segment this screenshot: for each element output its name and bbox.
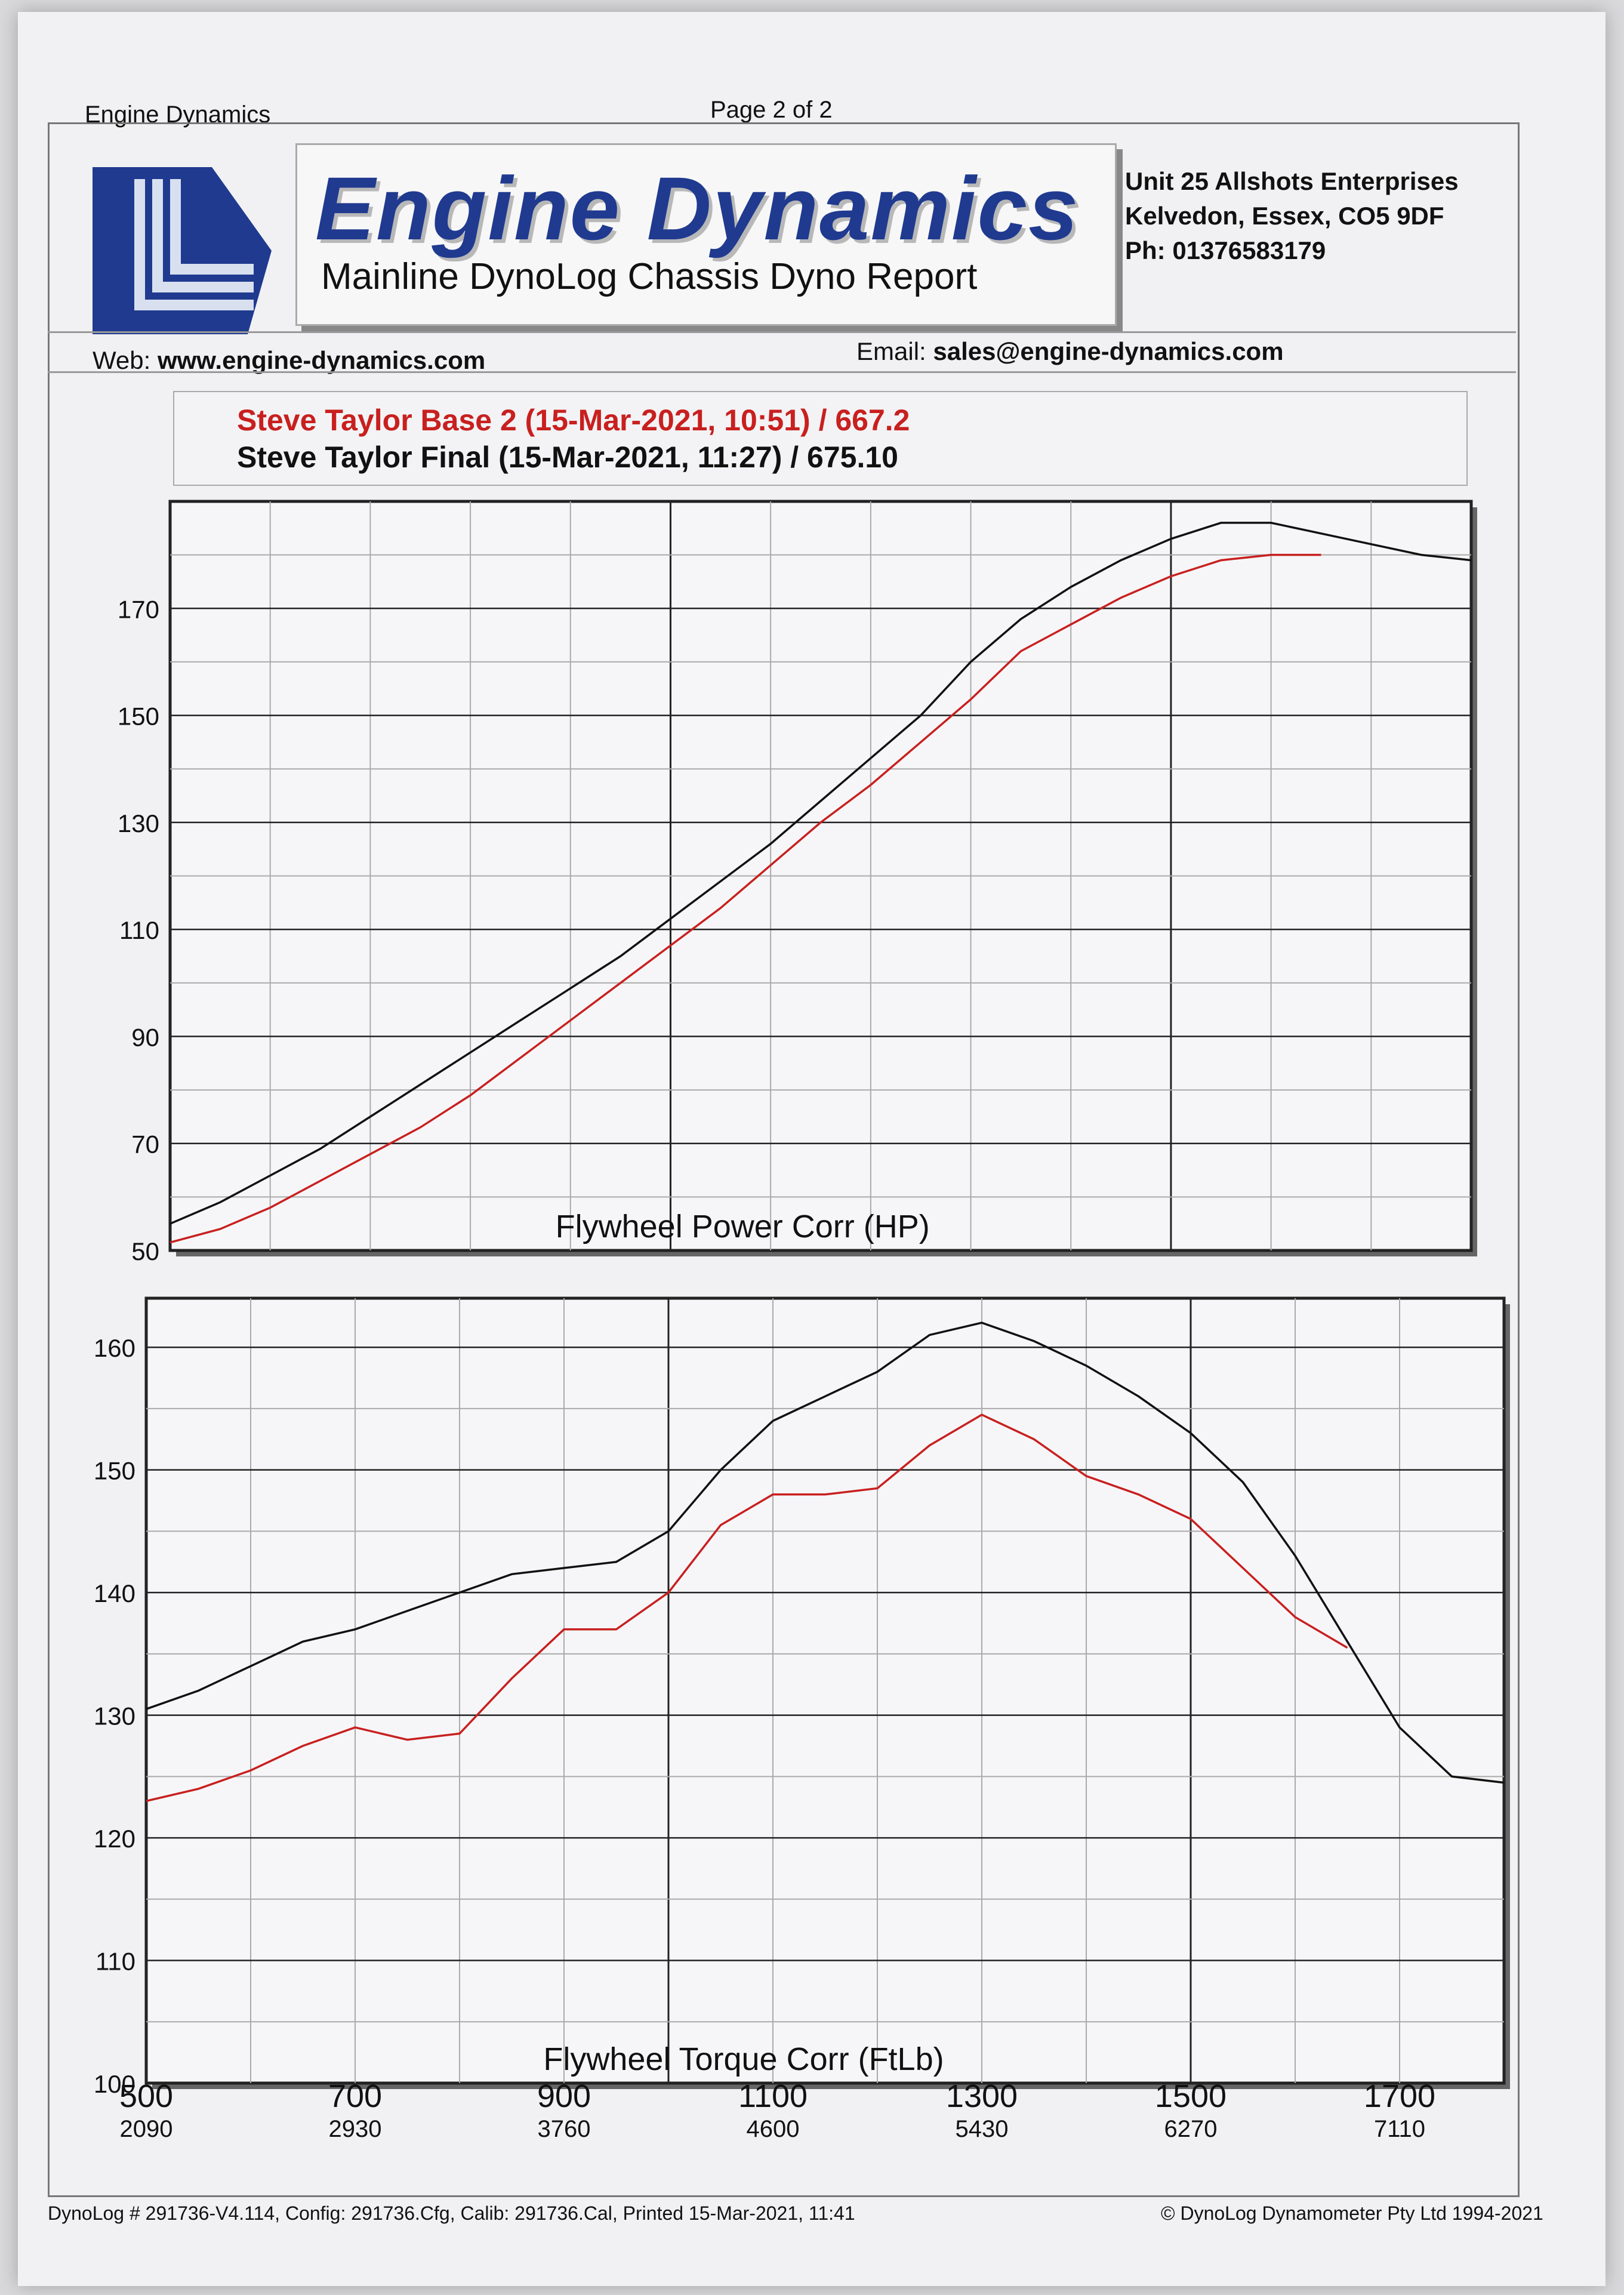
- divider: [48, 331, 1516, 333]
- y-tick-label: 120: [94, 1825, 135, 1853]
- x-tick-label: 1500: [1155, 2078, 1227, 2114]
- page-number: Page 2 of 2: [710, 97, 833, 123]
- y-tick-label: 140: [94, 1579, 135, 1607]
- x-tick-label: 700: [328, 2078, 382, 2114]
- report-subtitle: Mainline DynoLog Chassis Dyno Report: [321, 256, 978, 297]
- x-tick-label-rpm: 2090: [120, 2116, 173, 2142]
- x-tick-label: 1100: [738, 2078, 808, 2114]
- y-tick-label: 90: [131, 1023, 159, 1051]
- address-line-1: Unit 25 Allshots Enterprises: [1125, 167, 1459, 195]
- company-address: Unit 25 Allshots Enterprises Kelvedon, E…: [1125, 164, 1459, 268]
- y-tick-label: 150: [118, 703, 159, 731]
- x-tick-label-rpm: 6270: [1164, 2116, 1218, 2142]
- chart-plot-area: [144, 1296, 1506, 2085]
- engine-dynamics-logo-icon: [93, 167, 283, 334]
- web-label: Web:: [93, 346, 151, 374]
- y-tick-label: 130: [94, 1702, 135, 1730]
- y-tick-label: 110: [95, 1948, 135, 1976]
- x-tick-label: 900: [537, 2078, 591, 2114]
- email-label: Email:: [856, 337, 926, 365]
- x-tick-label: 1700: [1364, 2078, 1435, 2114]
- legend: Steve Taylor Base 2 (15-Mar-2021, 10:51)…: [173, 391, 1468, 486]
- x-tick-label-rpm: 3760: [538, 2116, 591, 2142]
- y-tick-label: 170: [118, 595, 159, 623]
- website-line: Web: www.engine-dynamics.com: [93, 346, 485, 375]
- y-tick-label: 130: [118, 809, 159, 837]
- x-tick-label-rpm: 2930: [329, 2116, 382, 2142]
- footer-right: © DynoLog Dynamometer Pty Ltd 1994-2021: [1161, 2202, 1543, 2224]
- y-tick-label: 100: [94, 2070, 135, 2098]
- x-tick-label: 500: [119, 2078, 173, 2114]
- address-line-3: Ph: 01376583179: [1125, 236, 1326, 264]
- email-link[interactable]: sales@engine-dynamics.com: [933, 337, 1284, 365]
- x-tick-label: 1300: [946, 2078, 1018, 2114]
- y-tick-label: 110: [119, 916, 159, 944]
- footer-left: DynoLog # 291736-V4.114, Config: 291736.…: [48, 2202, 855, 2224]
- series-line-final: [146, 1321, 1505, 1784]
- chart-title: Flywheel Torque Corr (FtLb): [543, 2041, 944, 2077]
- legend-item-base2: Steve Taylor Base 2 (15-Mar-2021, 10:51)…: [237, 403, 910, 437]
- legend-item-final: Steve Taylor Final (15-Mar-2021, 11:27) …: [237, 440, 898, 474]
- chart-title: Flywheel Power Corr (HP): [556, 1209, 930, 1244]
- report-frame: [48, 122, 1520, 2197]
- series-line-base2: [170, 553, 1321, 1244]
- brand-name: Engine Dynamics: [315, 158, 1080, 258]
- y-tick-label: 160: [94, 1334, 135, 1362]
- y-tick-label: 150: [94, 1457, 135, 1485]
- title-banner: Engine Dynamics Mainline DynoLog Chassis…: [295, 143, 1117, 326]
- x-tick-label-rpm: 5430: [956, 2116, 1009, 2142]
- email-line: Email: sales@engine-dynamics.com: [856, 337, 1284, 366]
- web-link[interactable]: www.engine-dynamics.com: [157, 346, 486, 374]
- x-tick-label-rpm: 7110: [1374, 2116, 1425, 2142]
- y-tick-label: 70: [131, 1130, 159, 1159]
- series-line-final: [170, 522, 1472, 1225]
- series-line-base2: [146, 1413, 1348, 1803]
- x-tick-label-rpm: 4600: [747, 2116, 800, 2142]
- divider: [48, 371, 1516, 373]
- address-line-2: Kelvedon, Essex, CO5 9DF: [1125, 202, 1444, 230]
- y-tick-label: 50: [131, 1237, 159, 1265]
